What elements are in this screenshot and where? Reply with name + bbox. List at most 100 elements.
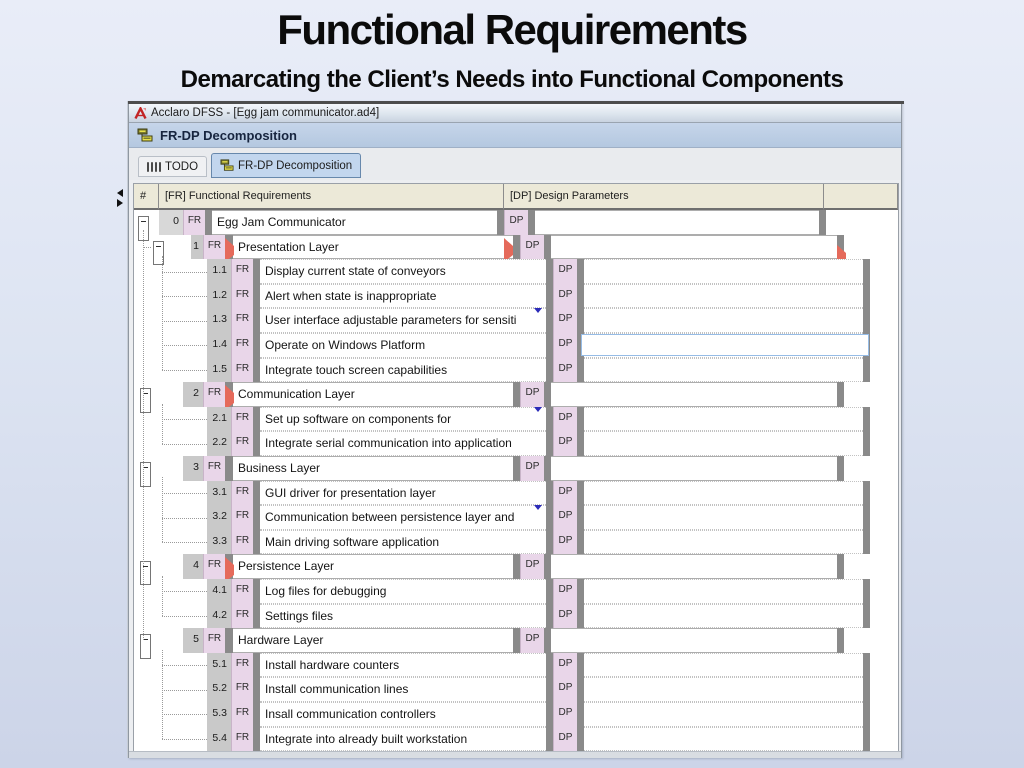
- tab-frdp-decomposition[interactable]: FR-DP Decomposition: [211, 153, 362, 178]
- fr-text-cell[interactable]: Alert when state is inappropriate: [260, 283, 546, 309]
- fr-text-cell[interactable]: Communication between persistence layer …: [260, 505, 546, 530]
- row-number-cell[interactable]: 4: [183, 554, 203, 579]
- dp-badge[interactable]: DP: [553, 431, 577, 456]
- fr-text-cell[interactable]: Settings files: [260, 603, 546, 629]
- tab-todo[interactable]: TODO: [138, 156, 208, 177]
- row-number-cell[interactable]: 1.1: [207, 259, 231, 284]
- fr-text-cell[interactable]: Persistence Layer: [233, 554, 513, 579]
- fr-badge[interactable]: FR: [231, 603, 253, 629]
- fr-text-cell[interactable]: Egg Jam Communicator: [212, 210, 497, 235]
- dp-badge[interactable]: DP: [504, 210, 528, 235]
- dp-badge[interactable]: DP: [520, 554, 544, 579]
- fr-text-cell[interactable]: User interface adjustable parameters for…: [260, 308, 546, 333]
- fr-badge[interactable]: FR: [231, 480, 253, 506]
- fr-badge[interactable]: FR: [183, 210, 205, 235]
- dp-text-cell[interactable]: [584, 603, 863, 629]
- fr-badge[interactable]: FR: [231, 529, 253, 555]
- fr-text-cell[interactable]: Operate on Windows Platform: [260, 333, 546, 358]
- row-number-cell[interactable]: 3.2: [207, 505, 231, 530]
- dp-badge[interactable]: DP: [553, 406, 577, 432]
- window-titlebar[interactable]: Acclaro DFSS - [Egg jam communicator.ad4…: [129, 104, 901, 123]
- dp-text-cell[interactable]: [551, 234, 837, 260]
- dp-text-cell[interactable]: [584, 480, 863, 506]
- fr-badge[interactable]: FR: [231, 677, 253, 702]
- fr-badge[interactable]: FR: [203, 382, 225, 407]
- fr-text-cell[interactable]: Main driving software application: [260, 529, 546, 555]
- column-header-extra[interactable]: [824, 184, 898, 210]
- dp-badge[interactable]: DP: [553, 529, 577, 555]
- fr-badge[interactable]: FR: [231, 579, 253, 604]
- row-number-cell[interactable]: 3.3: [207, 529, 231, 555]
- row-number-cell[interactable]: 5.2: [207, 677, 231, 702]
- text-overflow-indicator-icon[interactable]: [534, 505, 542, 530]
- fr-text-cell[interactable]: Install hardware counters: [260, 652, 546, 678]
- column-splitter-handle[interactable]: [117, 187, 123, 209]
- dp-badge[interactable]: DP: [553, 677, 577, 702]
- dp-text-cell[interactable]: [584, 431, 863, 456]
- fr-badge[interactable]: FR: [231, 308, 253, 333]
- dp-badge[interactable]: DP: [553, 505, 577, 530]
- fr-badge[interactable]: FR: [231, 431, 253, 456]
- dp-badge[interactable]: DP: [520, 628, 544, 653]
- fr-text-cell[interactable]: Presentation Layer: [233, 234, 513, 260]
- dp-badge[interactable]: DP: [553, 357, 577, 383]
- dp-text-cell[interactable]: [584, 677, 863, 702]
- dp-text-cell[interactable]: [584, 726, 863, 752]
- dp-focused-input[interactable]: [581, 334, 869, 356]
- dp-text-cell[interactable]: [584, 702, 863, 727]
- row-number-cell[interactable]: 5.3: [207, 702, 231, 727]
- fr-badge[interactable]: FR: [231, 406, 253, 432]
- row-number-cell[interactable]: 1.5: [207, 357, 231, 383]
- dp-badge[interactable]: DP: [553, 579, 577, 604]
- expand-collapse-toggle[interactable]: [140, 388, 151, 414]
- dp-badge[interactable]: DP: [553, 333, 577, 358]
- fr-badge[interactable]: FR: [231, 333, 253, 358]
- dp-text-cell[interactable]: [584, 357, 863, 383]
- row-number-cell[interactable]: 5.1: [207, 652, 231, 678]
- text-overflow-indicator-icon[interactable]: [534, 308, 542, 333]
- dp-text-cell[interactable]: [584, 283, 863, 309]
- fr-text-cell[interactable]: GUI driver for presentation layer: [260, 480, 546, 506]
- fr-text-cell[interactable]: Set up software on components for: [260, 406, 546, 432]
- fr-badge[interactable]: FR: [203, 628, 225, 653]
- expand-collapse-toggle[interactable]: [140, 560, 151, 586]
- dp-badge[interactable]: DP: [553, 652, 577, 678]
- dp-text-cell[interactable]: [584, 529, 863, 555]
- fr-badge[interactable]: FR: [203, 554, 225, 579]
- row-number-cell[interactable]: 5.4: [207, 726, 231, 752]
- fr-badge[interactable]: FR: [231, 357, 253, 383]
- dp-text-cell[interactable]: [584, 308, 863, 333]
- dp-text-cell[interactable]: [535, 210, 819, 235]
- row-number-cell[interactable]: 4.1: [207, 579, 231, 604]
- fr-badge[interactable]: FR: [231, 726, 253, 752]
- fr-badge[interactable]: FR: [231, 259, 253, 284]
- dp-text-cell[interactable]: [551, 456, 837, 481]
- row-number-cell[interactable]: 2.2: [207, 431, 231, 456]
- column-header-number[interactable]: #: [134, 184, 159, 210]
- fr-text-cell[interactable]: Business Layer: [233, 456, 513, 481]
- dp-text-cell[interactable]: [551, 628, 837, 653]
- dp-text-cell[interactable]: [584, 652, 863, 678]
- dp-text-cell[interactable]: [584, 406, 863, 432]
- text-overflow-indicator-icon[interactable]: [534, 406, 542, 432]
- row-number-cell[interactable]: 1: [191, 234, 203, 260]
- row-number-cell[interactable]: 5: [183, 628, 203, 653]
- fr-badge[interactable]: FR: [231, 652, 253, 678]
- fr-text-cell[interactable]: Hardware Layer: [233, 628, 513, 653]
- row-number-cell[interactable]: 1.4: [207, 333, 231, 358]
- row-number-cell[interactable]: 4.2: [207, 603, 231, 629]
- dp-badge[interactable]: DP: [553, 702, 577, 727]
- fr-badge[interactable]: FR: [203, 456, 225, 481]
- fr-text-cell[interactable]: Integrate serial communication into appl…: [260, 431, 546, 456]
- dp-text-cell[interactable]: [551, 554, 837, 579]
- dp-badge[interactable]: DP: [553, 480, 577, 506]
- fr-text-cell[interactable]: Insall communication controllers: [260, 702, 546, 727]
- fr-badge[interactable]: FR: [231, 505, 253, 530]
- fr-text-cell[interactable]: Integrate touch screen capabilities: [260, 357, 546, 383]
- dp-badge[interactable]: DP: [520, 234, 544, 260]
- row-number-cell[interactable]: 1.3: [207, 308, 231, 333]
- dp-badge[interactable]: DP: [553, 726, 577, 752]
- fr-text-cell[interactable]: Display current state of conveyors: [260, 259, 546, 284]
- row-number-cell[interactable]: 2: [183, 382, 203, 407]
- column-header-fr[interactable]: [FR] Functional Requirements: [159, 184, 504, 210]
